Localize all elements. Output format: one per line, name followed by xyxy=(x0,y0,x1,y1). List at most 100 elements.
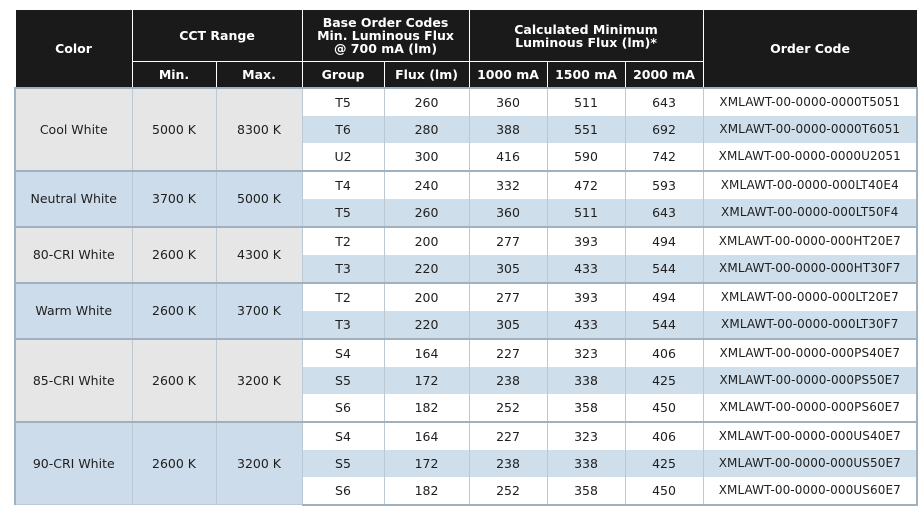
flux-1000ma-cell: 360 xyxy=(468,198,548,227)
flux-1000ma-cell: 227 xyxy=(468,337,548,367)
cct-min-cell: 5000 K xyxy=(131,86,217,171)
flux-1500ma-cell: 511 xyxy=(546,86,626,116)
color-cell: 80-CRI White xyxy=(14,225,133,283)
cct-min-cell: 3700 K xyxy=(131,169,217,227)
group-cell: U2 xyxy=(301,142,385,171)
order-code-cell: XMLAWT-00-0000-000LT20E7 xyxy=(702,281,919,311)
flux-2000ma-cell: 425 xyxy=(624,366,704,394)
header-base-order-codes-line3: @ 700 mA (lm) xyxy=(333,41,438,56)
color-group: Cool White 5000 K 8300 K T5 260 360 511 643 XMLA… xyxy=(14,86,919,171)
flux-2000ma-cell: 544 xyxy=(624,310,704,339)
flux-cell: 164 xyxy=(383,337,470,367)
order-code-cell: XMLAWT-00-0000-000US50E7 xyxy=(702,449,919,477)
table-row: T3 220 305 433 544 XMLAWT-00-0000-000LT30F7 xyxy=(15,310,919,339)
flux-cell: 172 xyxy=(383,366,470,394)
order-code-cell: XMLAWT-00-0000-000PS50E7 xyxy=(702,366,919,394)
header-calculated-minimum-line1: Calculated Minimum xyxy=(514,21,658,37)
table-row: T5 260 360 511 643 XMLAWT-00-0000-000LT50F4 xyxy=(15,198,919,227)
group-cell: T2 xyxy=(301,281,385,311)
group-cell: S6 xyxy=(301,476,385,506)
cct-max-cell: 3200 K xyxy=(215,337,303,422)
flux-1000ma-cell: 332 xyxy=(468,169,548,199)
color-cell: 85-CRI White xyxy=(14,337,133,422)
flux-1000ma-cell: 277 xyxy=(468,281,548,311)
order-code-cell: XMLAWT-00-0000-000LT50F4 xyxy=(702,198,919,227)
order-code-cell: XMLAWT-00-0000-0000U2051 xyxy=(702,142,919,171)
cct-min-cell: 2600 K xyxy=(131,337,217,422)
cct-min-cell: 2600 K xyxy=(131,281,217,339)
flux-1000ma-cell: 305 xyxy=(468,254,548,283)
flux-1500ma-cell: 338 xyxy=(546,366,626,394)
flux-cell: 300 xyxy=(383,142,470,171)
header-min: Min. xyxy=(131,61,217,88)
cct-min-cell: 2600 K xyxy=(131,225,217,283)
color-group: Neutral White 3700 K 5000 K T4 240 332 472 593 X… xyxy=(14,169,919,227)
flux-1500ma-cell: 338 xyxy=(546,449,626,477)
color-group: 80-CRI White 2600 K 4300 K T2 200 277 393 494 XM… xyxy=(14,225,919,283)
group-cell: T3 xyxy=(301,254,385,283)
flux-cell: 164 xyxy=(383,420,470,450)
flux-1000ma-cell: 252 xyxy=(468,476,548,506)
header-cct-range: CCT Range xyxy=(131,9,303,62)
flux-1000ma-cell: 416 xyxy=(468,142,548,171)
flux-1500ma-cell: 472 xyxy=(546,169,626,199)
group-cell: S5 xyxy=(301,449,385,477)
flux-1500ma-cell: 511 xyxy=(546,198,626,227)
header-1000ma: 1000 mA xyxy=(468,61,548,88)
flux-1500ma-cell: 323 xyxy=(546,337,626,367)
order-code-cell: XMLAWT-00-0000-000LT30F7 xyxy=(702,310,919,339)
order-code-cell: XMLAWT-00-0000-0000T6051 xyxy=(702,115,919,143)
header-1500ma: 1500 mA xyxy=(546,61,626,88)
color-group: 85-CRI White 2600 K 3200 K S4 164 227 323 406 XM… xyxy=(14,337,919,422)
table-row: 85-CRI White 2600 K 3200 K S4 164 227 323 406 XM… xyxy=(14,337,919,422)
flux-1000ma-cell: 238 xyxy=(468,449,548,477)
flux-1500ma-cell: 551 xyxy=(546,115,626,143)
flux-1500ma-cell: 323 xyxy=(546,420,626,450)
flux-cell: 182 xyxy=(383,393,470,422)
group-cell: T6 xyxy=(301,115,385,143)
group-cell: T5 xyxy=(301,86,385,116)
color-group: Warm White 2600 K 3700 K T2 200 277 393 494 XMLA… xyxy=(14,281,919,339)
flux-cell: 260 xyxy=(383,86,470,116)
header-row-sub: Min. Max. Group Flux (lm) 1000 mA 1500 m… xyxy=(15,61,917,88)
color-cell: Neutral White xyxy=(14,169,133,227)
cct-max-cell: 8300 K xyxy=(215,86,303,171)
flux-1000ma-cell: 252 xyxy=(468,393,548,422)
table-row: S5 172 238 338 425 XMLAWT-00-0000-000PS50E7 xyxy=(15,366,919,394)
group-cell: S4 xyxy=(301,420,385,450)
flux-1500ma-cell: 590 xyxy=(546,142,626,171)
order-code-cell: XMLAWT-00-0000-000US40E7 xyxy=(702,420,919,450)
cct-max-cell: 4300 K xyxy=(215,225,303,283)
cct-max-cell: 3200 K xyxy=(215,420,303,505)
header-order-code: Order Code xyxy=(702,9,918,88)
color-group: 90-CRI White 2600 K 3200 K S4 164 227 323 406 XM… xyxy=(14,420,919,506)
cct-max-cell: 3700 K xyxy=(215,281,303,339)
flux-2000ma-cell: 494 xyxy=(624,225,704,255)
table-header: Color CCT Range Base Order Codes Min. Lu… xyxy=(14,9,918,88)
table-row: T3 220 305 433 544 XMLAWT-00-0000-000HT30F7 xyxy=(15,254,919,283)
flux-2000ma-cell: 593 xyxy=(624,169,704,199)
flux-1000ma-cell: 227 xyxy=(468,420,548,450)
flux-1000ma-cell: 277 xyxy=(468,225,548,255)
flux-2000ma-cell: 544 xyxy=(624,254,704,283)
flux-2000ma-cell: 494 xyxy=(624,281,704,311)
cct-max-cell: 5000 K xyxy=(215,169,303,227)
order-code-cell: XMLAWT-00-0000-000US60E7 xyxy=(702,476,919,506)
table-row: Cool White 5000 K 8300 K T5 260 360 511 643 XMLA… xyxy=(14,86,919,171)
table-row: S5 172 238 338 425 XMLAWT-00-0000-000US50E7 xyxy=(15,449,919,477)
header-base-order-codes-line1: Base Order Codes xyxy=(322,15,449,30)
flux-2000ma-cell: 450 xyxy=(624,476,704,506)
header-group: Group xyxy=(301,61,385,88)
header-color: Color xyxy=(14,9,133,88)
group-cell: T5 xyxy=(301,198,385,227)
group-cell: S4 xyxy=(301,337,385,367)
table-row: S6 182 252 358 450 XMLAWT-00-0000-000PS60E7 xyxy=(15,393,919,422)
flux-1500ma-cell: 358 xyxy=(546,393,626,422)
flux-cell: 220 xyxy=(383,310,470,339)
header-calculated-minimum: Calculated Minimum Luminous Flux (lm)* xyxy=(468,9,704,62)
flux-2000ma-cell: 692 xyxy=(624,115,704,143)
table-row: Warm White 2600 K 3700 K T2 200 277 393 494 XMLA… xyxy=(14,281,919,339)
order-code-cell: XMLAWT-00-0000-000HT20E7 xyxy=(702,225,919,255)
group-cell: T3 xyxy=(301,310,385,339)
group-cell: T4 xyxy=(301,169,385,199)
